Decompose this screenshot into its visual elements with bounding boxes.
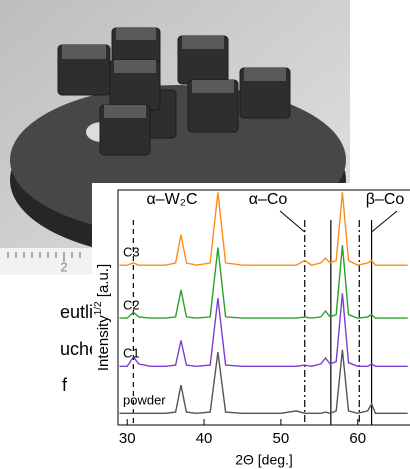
chart-panel bbox=[92, 183, 410, 469]
figure: 2 eutlich uchen f die 304050602Θ [deg.]I… bbox=[0, 0, 410, 469]
y-axis-label-part: Intensity bbox=[95, 315, 112, 371]
series-label: C2 bbox=[123, 298, 140, 313]
page: 2 eutlich uchen f die 304050602Θ [deg.]I… bbox=[0, 0, 410, 469]
series-label: C1 bbox=[123, 346, 140, 361]
x-tick-label: 50 bbox=[273, 430, 290, 447]
y-axis-label-part: [a.u.] bbox=[95, 264, 112, 302]
x-axis-label: 2Θ [deg.] bbox=[235, 452, 293, 468]
x-tick-label: 60 bbox=[349, 430, 366, 447]
phase-label: β–Co bbox=[366, 191, 405, 208]
x-tick-label: 30 bbox=[119, 430, 136, 447]
series-label: powder bbox=[123, 393, 166, 408]
phase-label: α–Co bbox=[249, 191, 288, 208]
series-label: C3 bbox=[123, 245, 140, 260]
y-axis-label: Intensity1/2 [a.u.] bbox=[93, 264, 112, 371]
phase-label: α–W₂C bbox=[146, 191, 197, 208]
ruler-label: 2 bbox=[60, 259, 67, 274]
y-axis-label-part: 1/2 bbox=[93, 301, 104, 315]
x-tick-label: 40 bbox=[196, 430, 213, 447]
